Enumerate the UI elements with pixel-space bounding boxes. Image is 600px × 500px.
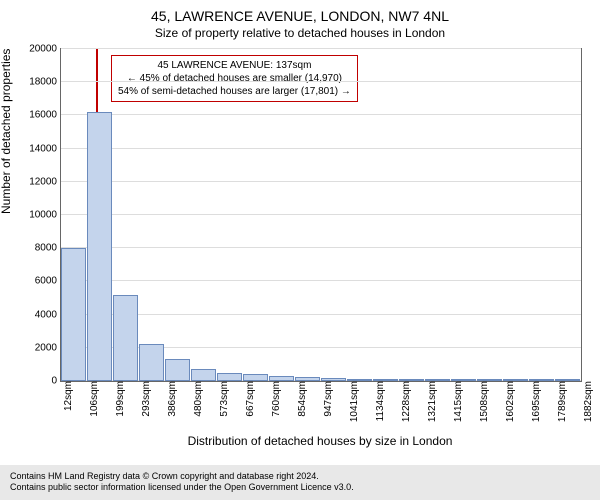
x-tick-label: 12sqm	[61, 381, 74, 411]
x-tick-label: 1134sqm	[373, 381, 386, 421]
x-tick-label: 106sqm	[87, 381, 100, 417]
y-tick-label: 4000	[35, 309, 61, 320]
histogram-bar	[165, 359, 190, 381]
x-axis-label: Distribution of detached houses by size …	[60, 434, 580, 448]
annotation-line3: 54% of semi-detached houses are larger (…	[118, 85, 351, 98]
y-tick-label: 18000	[29, 77, 61, 88]
annotation-line1: 45 LAWRENCE AVENUE: 137sqm	[118, 59, 351, 72]
annotation-box: 45 LAWRENCE AVENUE: 137sqm ← 45% of deta…	[111, 55, 358, 102]
y-tick-label: 12000	[29, 176, 61, 187]
x-tick-label: 1321sqm	[425, 381, 438, 422]
chart-subtitle: Size of property relative to detached ho…	[0, 24, 600, 40]
plot-area: 45 LAWRENCE AVENUE: 137sqm ← 45% of deta…	[60, 48, 582, 382]
histogram-bar	[191, 369, 216, 381]
chart-title: 45, LAWRENCE AVENUE, LONDON, NW7 4NL	[0, 0, 600, 24]
gridline	[61, 114, 581, 115]
x-tick-label: 386sqm	[165, 381, 178, 417]
x-tick-label: 1602sqm	[503, 381, 516, 422]
gridline	[61, 181, 581, 182]
x-tick-label: 1882sqm	[581, 381, 594, 422]
y-tick-label: 6000	[35, 276, 61, 287]
footer-line1: Contains HM Land Registry data © Crown c…	[10, 471, 590, 483]
y-tick-label: 16000	[29, 110, 61, 121]
histogram-bar	[61, 248, 86, 381]
x-tick-label: 573sqm	[217, 381, 230, 417]
gridline	[61, 314, 581, 315]
x-tick-label: 1415sqm	[451, 381, 464, 422]
x-tick-label: 760sqm	[269, 381, 282, 417]
gridline	[61, 280, 581, 281]
gridline	[61, 48, 581, 49]
histogram-bar	[113, 295, 138, 381]
x-tick-label: 199sqm	[113, 381, 126, 417]
y-tick-label: 14000	[29, 143, 61, 154]
x-tick-label: 667sqm	[243, 381, 256, 417]
chart-container: { "title": "45, LAWRENCE AVENUE, LONDON,…	[0, 0, 600, 500]
histogram-bar	[139, 344, 164, 381]
footer-line2: Contains public sector information licen…	[10, 482, 590, 494]
x-tick-label: 1228sqm	[399, 381, 412, 422]
y-tick-label: 0	[51, 376, 61, 387]
x-tick-label: 947sqm	[321, 381, 334, 417]
x-tick-label: 1041sqm	[347, 381, 360, 422]
x-tick-label: 854sqm	[295, 381, 308, 417]
x-tick-label: 1695sqm	[529, 381, 542, 422]
gridline	[61, 148, 581, 149]
footer-attribution: Contains HM Land Registry data © Crown c…	[0, 465, 600, 500]
histogram-bar	[87, 112, 112, 381]
gridline	[61, 214, 581, 215]
x-tick-label: 1789sqm	[555, 381, 568, 422]
x-tick-label: 480sqm	[191, 381, 204, 417]
y-tick-label: 8000	[35, 243, 61, 254]
x-tick-label: 1508sqm	[477, 381, 490, 422]
gridline	[61, 247, 581, 248]
y-tick-label: 2000	[35, 342, 61, 353]
annotation-line2: ← 45% of detached houses are smaller (14…	[118, 72, 351, 85]
y-tick-label: 10000	[29, 210, 61, 221]
gridline	[61, 81, 581, 82]
y-axis-label: Number of detached properties	[0, 49, 13, 214]
x-tick-label: 293sqm	[139, 381, 152, 417]
histogram-bar	[243, 374, 268, 381]
histogram-bar	[217, 373, 242, 381]
y-tick-label: 20000	[29, 44, 61, 55]
